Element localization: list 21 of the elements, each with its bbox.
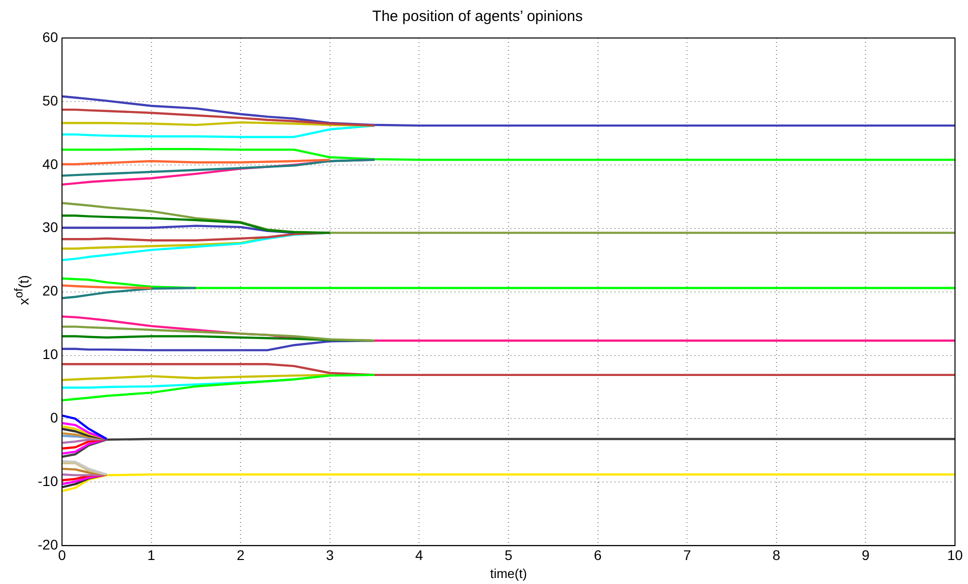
y-tick-label: -10: [38, 473, 58, 490]
x-tick-label: 9: [862, 546, 870, 563]
x-tick-label: 1: [147, 546, 156, 563]
x-tick-label: 8: [772, 546, 780, 563]
y-tick-label: 40: [42, 156, 58, 172]
y-tick-label: 0: [50, 410, 58, 426]
y-tick-label: 30: [42, 219, 58, 236]
x-tick-label: 5: [504, 546, 513, 563]
chart-title: The position of agents’ opinions: [372, 8, 583, 26]
x-tick-label: 10: [947, 546, 963, 563]
y-tick-label: -20: [38, 536, 58, 552]
y-tick-label: 50: [42, 92, 58, 108]
x-tick-label: 3: [326, 546, 334, 563]
x-tick-label: 7: [683, 546, 692, 563]
y-tick-label: 60: [42, 28, 58, 45]
x-axis-title: time(t): [490, 566, 527, 581]
x-tick-label: 4: [415, 546, 424, 563]
y-tick-label: 10: [42, 346, 58, 362]
x-tick-label: 2: [236, 546, 245, 563]
x-tick-label: 6: [594, 546, 602, 563]
y-tick-label: 20: [42, 282, 58, 299]
